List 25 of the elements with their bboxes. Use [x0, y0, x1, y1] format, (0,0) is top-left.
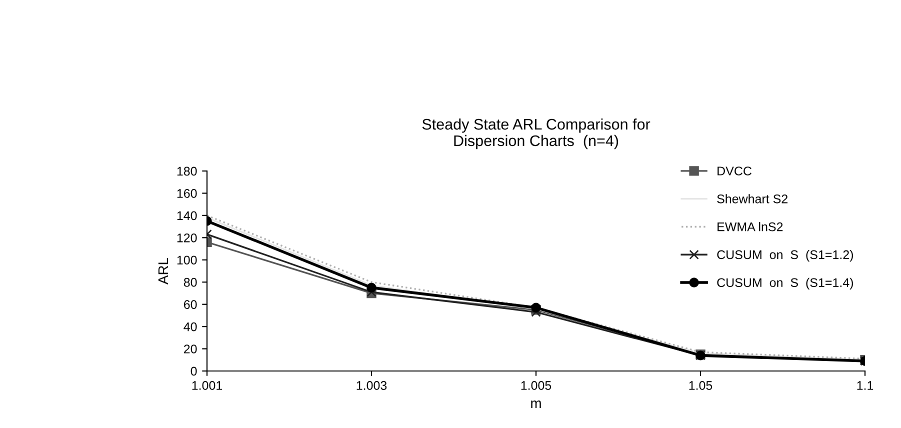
y-tick-label: 40: [184, 322, 197, 332]
x-tick-label: 1.05: [689, 381, 712, 390]
y-tick-label: 20: [184, 344, 197, 354]
legend-label: Shewhart S2: [717, 194, 788, 204]
y-axis-title: ARL: [158, 258, 168, 284]
y-tick-label: 0: [190, 366, 197, 376]
y-tick-label: 60: [184, 300, 197, 309]
legend-label: CUSUM on S (S1=1.2): [717, 250, 853, 262]
chart-title: Steady State ARL Comparison for Dispersion Charts (n=4): [422, 118, 650, 150]
y-tick-label: 140: [177, 211, 197, 220]
x-tick-label: 1.005: [521, 381, 552, 390]
y-tick-label: 80: [184, 278, 197, 287]
legend-label: EWMA lnS2: [718, 222, 783, 232]
x-tick-label: 1.003: [356, 381, 387, 390]
point: [366, 282, 376, 293]
x-tick-label: 1.001: [192, 381, 222, 390]
x-tick-label: 1.1: [857, 381, 874, 390]
x-axis-title: m: [531, 400, 541, 408]
y-tick-label: 160: [177, 189, 197, 198]
y-tick-label: 100: [177, 256, 197, 265]
legend-label: CUSUM on S (S1=1.4): [717, 278, 853, 290]
y-tick-label: 120: [177, 233, 197, 242]
point: [531, 302, 541, 313]
legend-label: DVCC: [718, 166, 752, 176]
y-tick-label: 180: [177, 166, 197, 176]
